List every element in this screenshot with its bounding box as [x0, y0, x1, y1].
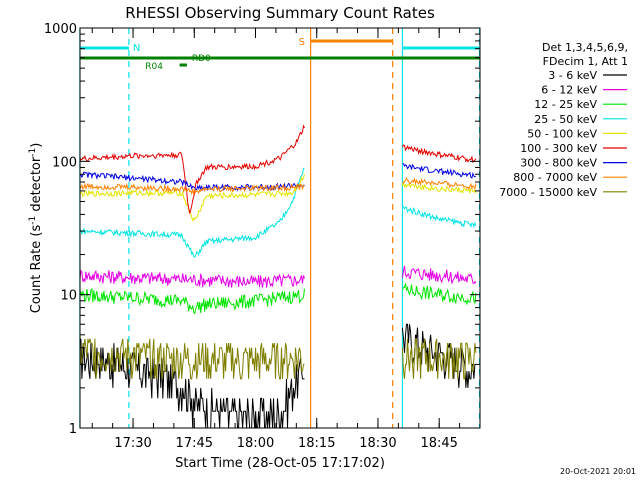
series-line	[79, 182, 305, 195]
x-tick-label: 17:30	[114, 436, 151, 451]
legend-label: 100 - 300 keV	[520, 142, 597, 155]
y-tick-label: 100	[52, 155, 77, 170]
axis-layer: 17:30 17:45 18:00 18:15 18:30 18:45 1 10 100 1000	[44, 22, 481, 451]
legend-label: 7000 - 15000 keV	[499, 186, 597, 199]
y-tick-label: 10	[60, 289, 77, 304]
legend-label: 25 - 50 keV	[534, 113, 597, 126]
x-axis-label: Start Time (28-Oct-05 17:17:02)	[175, 456, 385, 471]
rd-label: R04	[145, 62, 163, 72]
x-tick-label: 18:00	[237, 436, 274, 451]
legend: Det 1,3,4,5,6,9,FDecim 1, Att 13 - 6 keV…	[499, 41, 628, 199]
series-line	[402, 205, 477, 229]
plot-frame	[79, 27, 481, 429]
series-line	[79, 338, 305, 380]
legend-label: 300 - 800 keV	[520, 157, 597, 170]
series-line	[79, 167, 305, 259]
footer-timestamp: 20-Oct-2021 20:01	[560, 467, 636, 476]
series-line	[401, 265, 477, 285]
legend-header: FDecim 1, Att 1	[543, 55, 628, 68]
legend-label: 6 - 12 keV	[541, 84, 597, 97]
night-label: N	[133, 43, 140, 54]
legend-label: 50 - 100 keV	[527, 127, 597, 140]
x-tick-label: 18:15	[298, 436, 335, 451]
series-line	[402, 176, 477, 191]
x-tick-label: 18:30	[359, 436, 396, 451]
x-tick-label: 17:45	[176, 436, 213, 451]
legend-label: 800 - 7000 keV	[513, 171, 597, 184]
x-tick-label: 18:45	[420, 436, 457, 451]
y-axis-label: Count Rate (s-1 detector-1)	[28, 143, 44, 314]
series-line	[79, 174, 305, 222]
series-line	[401, 180, 477, 195]
series-line	[401, 283, 477, 306]
chart-title: RHESSI Observing Summary Count Rates	[125, 4, 435, 22]
series-line	[402, 163, 476, 179]
series-line	[79, 269, 305, 288]
series-line	[79, 287, 305, 315]
series-layer	[79, 124, 477, 429]
y-tick-label: 1	[69, 422, 77, 437]
series-line	[79, 124, 305, 214]
rd-label: RD0	[192, 54, 211, 64]
legend-header: Det 1,3,4,5,6,9,	[542, 41, 628, 54]
series-line	[401, 338, 477, 380]
legend-label: 3 - 6 keV	[548, 69, 597, 82]
saa-label: S	[299, 37, 305, 48]
y-tick-label: 1000	[44, 22, 77, 37]
legend-label: 12 - 25 keV	[534, 98, 597, 111]
series-line	[401, 144, 477, 164]
